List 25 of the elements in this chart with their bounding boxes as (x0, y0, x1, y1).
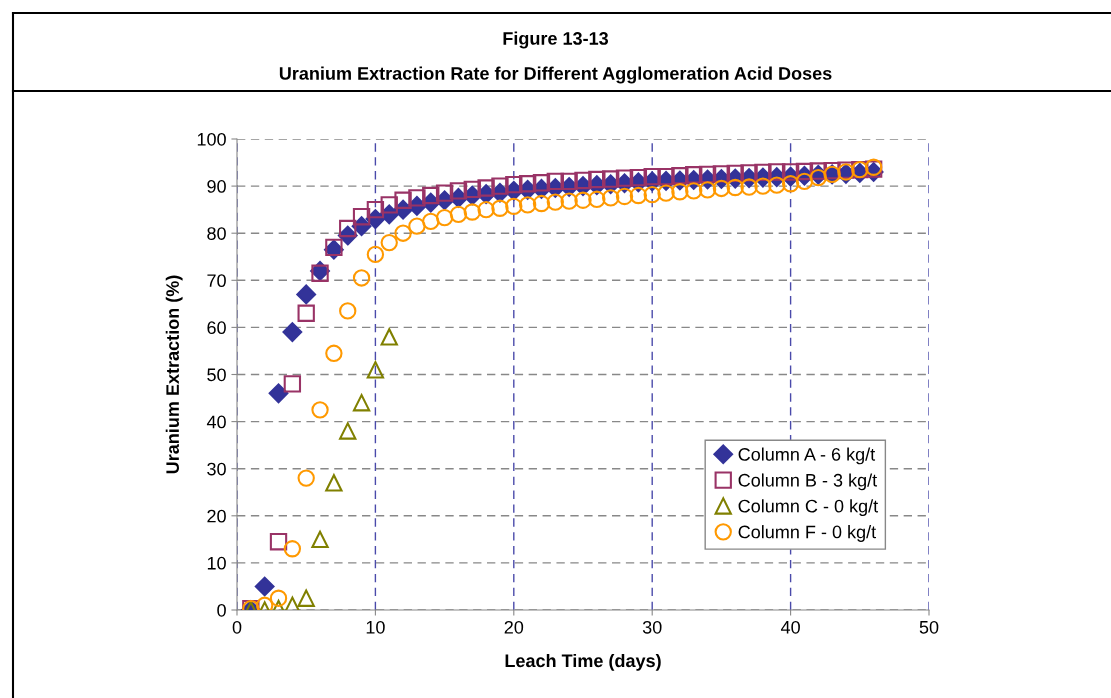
x-tick-label: 40 (780, 620, 800, 634)
legend-label: Column C - 0 kg/t (738, 499, 879, 517)
x-tick-label: 50 (919, 620, 939, 634)
y-axis-title: Uranium Extraction (%) (165, 275, 183, 474)
y-tick-label: 70 (207, 274, 226, 288)
chart-subtitle: Uranium Extraction Rate for Different Agglomeration Acid Doses (279, 66, 832, 84)
y-tick-label: 30 (207, 462, 226, 476)
chart-title: Figure 13-13 (503, 31, 609, 49)
x-tick-label: 0 (232, 620, 242, 634)
y-tick-label: 100 (197, 132, 226, 146)
y-tick-label: 80 (207, 227, 226, 240)
y-tick-label: 10 (207, 556, 226, 570)
y-tick-label: 60 (207, 321, 226, 335)
x-tick-label: 10 (366, 620, 385, 634)
legend-label: Column F - 0 kg/t (738, 525, 877, 542)
y-tick-label: 20 (207, 509, 226, 523)
y-tick-label: 50 (207, 368, 226, 382)
x-tick-label: 30 (642, 620, 662, 634)
y-tick-label: 0 (217, 603, 226, 617)
y-tick-label: 40 (206, 415, 226, 429)
y-tick-label: 90 (207, 180, 226, 193)
legend-label: Column A - 6 kg/t (738, 447, 876, 465)
legend-label: Column B - 3 kg/t (738, 473, 878, 491)
x-axis-title: Leach Time (days) (505, 653, 661, 671)
x-tick-label: 20 (504, 620, 524, 634)
